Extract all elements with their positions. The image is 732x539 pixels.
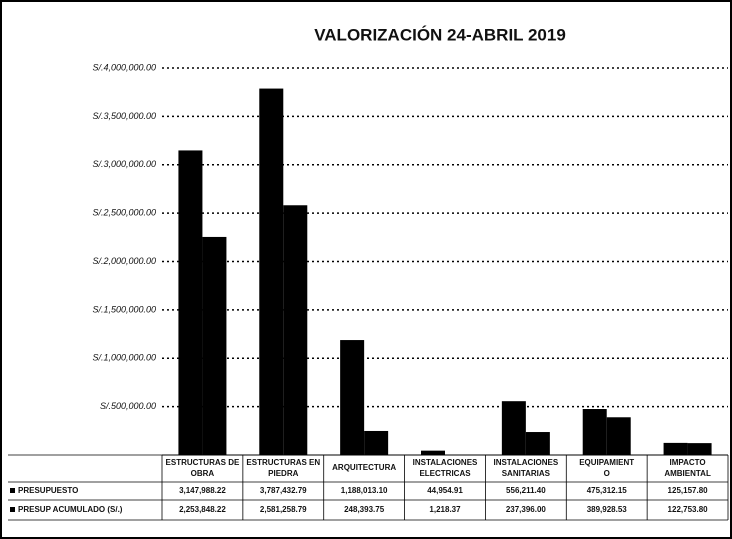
bar: [606, 417, 631, 455]
data-label: 2,253,848.22: [179, 505, 226, 514]
data-label: 556,211.40: [506, 486, 546, 495]
data-label: 1,218.37: [429, 505, 461, 514]
data-label: 389,928.53: [587, 505, 628, 514]
y-tick-label: S/.3,500,000.00: [92, 111, 156, 121]
bar: [582, 409, 607, 455]
data-label: 122,753.80: [668, 505, 709, 514]
y-tick-label: S/.2,500,000.00: [92, 208, 156, 218]
x-tick-label: ESTRUCTURAS DE OBRA: [166, 458, 240, 478]
y-tick-label: S/.1,000,000.00: [92, 353, 156, 363]
legend-label: PRESUP ACUMULADO (S/.): [18, 505, 123, 514]
bar: [178, 150, 203, 456]
y-tick-label: S/.3,000,000.00: [92, 159, 156, 169]
y-tick-label: S/.2,000,000.00: [92, 256, 156, 266]
legend-swatch: [10, 507, 15, 512]
data-label: 125,157.80: [668, 486, 709, 495]
data-label: 3,147,988.22: [179, 486, 226, 495]
x-tick-label: EQUIPAMIENT O: [579, 458, 634, 478]
bar: [283, 205, 308, 455]
x-tick-label: ESTRUCTURAS EN PIEDRA: [246, 458, 320, 478]
bar: [525, 432, 550, 455]
x-tick-label: INSTALACIONES ELECTRICAS: [413, 458, 478, 478]
bar: [340, 340, 365, 455]
data-label: 248,393.75: [344, 505, 385, 514]
data-label: 44,954.91: [427, 486, 463, 495]
bar: [501, 401, 526, 455]
y-tick-label: S/.4,000,000.00: [92, 62, 156, 72]
data-label: 3,787,432.79: [260, 486, 307, 495]
bar: [202, 236, 227, 455]
bar: [364, 430, 389, 455]
data-label: 1,188,013.10: [341, 486, 388, 495]
legend-swatch: [10, 488, 15, 493]
bar: [663, 442, 688, 455]
bar: [259, 88, 284, 455]
y-tick-label: S/.1,500,000.00: [92, 304, 156, 314]
x-tick-label: IMPACTO AMBIENTAL: [664, 458, 711, 478]
x-tick-label: ARQUITECTURA: [332, 463, 396, 472]
bar: [687, 443, 712, 455]
x-tick-label: INSTALACIONES SANITARIAS: [493, 458, 558, 478]
data-label: 475,312.15: [587, 486, 628, 495]
bar: [421, 450, 445, 455]
data-label: 237,396.00: [506, 505, 547, 514]
chart-title: VALORIZACIÓN 24-ABRIL 2019: [314, 25, 566, 44]
legend-label: PRESUPUESTO: [18, 486, 78, 495]
y-tick-label: S/.500,000.00: [100, 401, 156, 411]
data-label: 2,581,258.79: [260, 505, 307, 514]
